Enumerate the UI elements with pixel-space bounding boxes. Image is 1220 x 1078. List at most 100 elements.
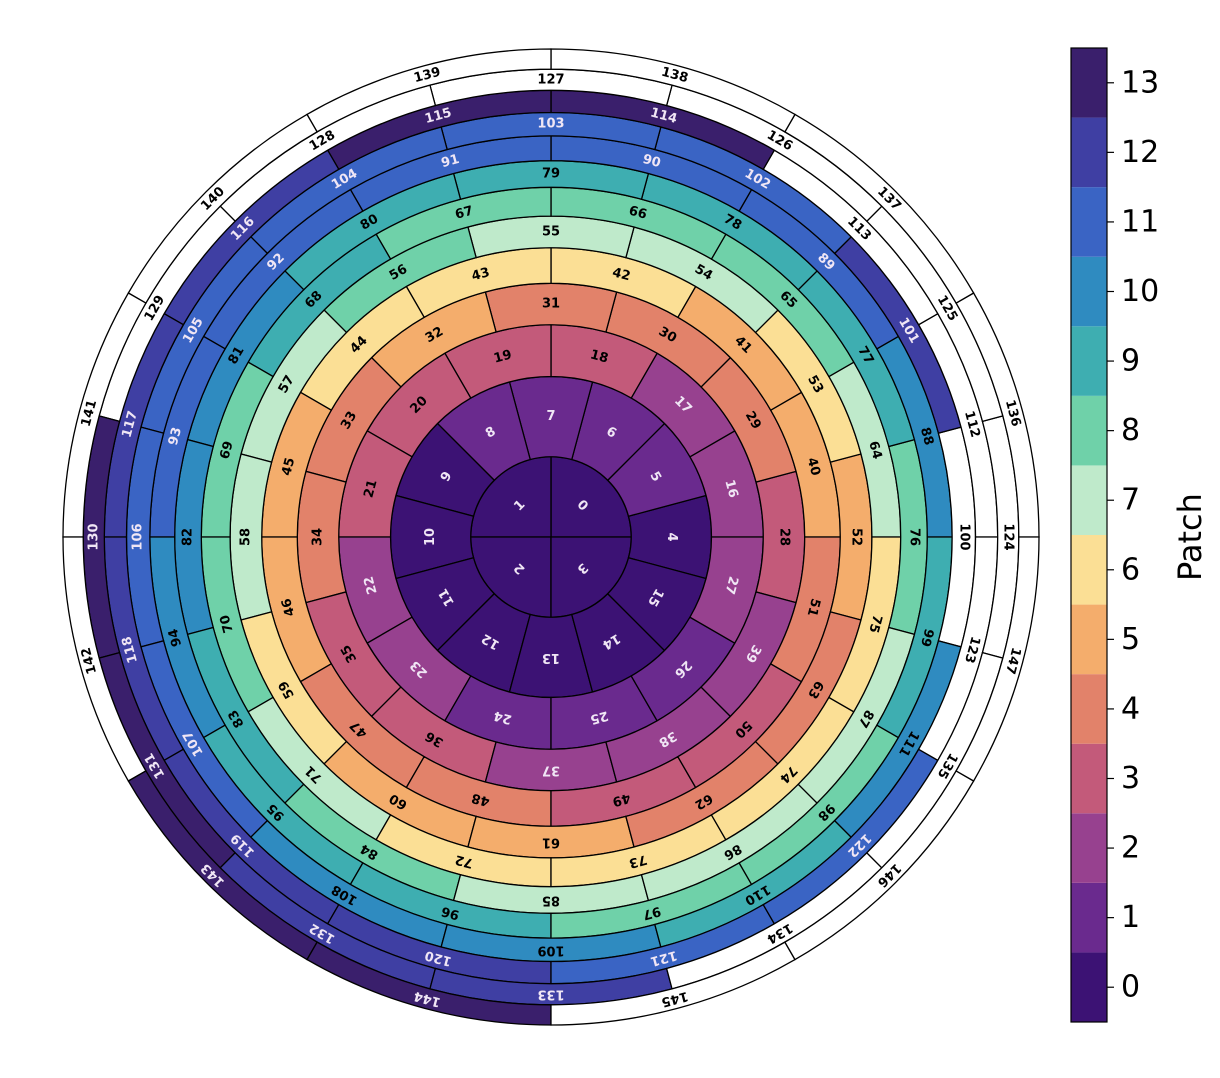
- cell-label: 55: [542, 224, 560, 239]
- colorbar-segment: [1071, 604, 1107, 675]
- colorbar-tick-label: 10: [1121, 274, 1159, 309]
- colorbar-segment: [1071, 117, 1107, 188]
- cell-label: 51: [804, 597, 823, 618]
- cell-label: 49: [611, 790, 632, 809]
- colorbar-segment: [1071, 674, 1107, 744]
- cell-label: 96: [440, 903, 461, 922]
- cell-label: 73: [627, 851, 648, 870]
- cell-label: 109: [537, 942, 564, 957]
- cell-label: 66: [627, 204, 648, 223]
- cell-label: 31: [542, 297, 560, 312]
- colorbar-segment: [1071, 465, 1107, 535]
- cell-label: 121: [649, 947, 679, 969]
- cell-label: 145: [660, 988, 690, 1010]
- cell-label: 76: [907, 528, 922, 546]
- cell-label: 133: [537, 987, 564, 1002]
- colorbar-tick-label: 6: [1121, 552, 1140, 587]
- cell-label: 46: [279, 597, 298, 618]
- colorbar-tick-label: 5: [1121, 622, 1140, 657]
- colorbar-tick-label: 9: [1121, 344, 1140, 379]
- cell-label: 124: [1001, 523, 1016, 550]
- colorbar-tick-label: 11: [1121, 204, 1159, 239]
- colorbar-segment: [1071, 952, 1107, 1022]
- cell-label: 69: [218, 440, 237, 461]
- cell-label: 141: [79, 398, 101, 428]
- cell-label: 118: [119, 635, 141, 665]
- cell-label: 117: [119, 409, 141, 439]
- cell-label: 100: [956, 523, 971, 550]
- cell-label: 27: [721, 575, 740, 596]
- cell-label: 114: [649, 105, 679, 127]
- cell-label: 58: [238, 528, 253, 546]
- cell-label: 90: [641, 152, 662, 171]
- cell-label: 25: [589, 707, 610, 726]
- colorbar-tick-label: 0: [1121, 970, 1140, 1005]
- cell-label: 10: [423, 528, 438, 546]
- colorbar-tick-label: 4: [1121, 691, 1140, 726]
- cell-label: 48: [470, 790, 491, 809]
- cell-label: 136: [1002, 398, 1024, 428]
- cell-label: 40: [804, 456, 823, 477]
- cell-label: 24: [492, 707, 513, 726]
- cell-label: 28: [777, 528, 792, 546]
- cell-label: 144: [412, 988, 442, 1010]
- cell-label: 130: [86, 523, 101, 550]
- cell-label: 22: [361, 575, 380, 596]
- colorbar-segment: [1071, 326, 1107, 396]
- cell-label: 70: [218, 613, 237, 634]
- colorbar-segment: [1071, 882, 1107, 953]
- cell-label: 42: [611, 265, 632, 284]
- cell-label: 64: [865, 440, 884, 461]
- cell-label: 94: [166, 627, 185, 648]
- colorbar-tick-label: 8: [1121, 413, 1140, 448]
- colorbar-segment: [1071, 743, 1107, 814]
- cell-label: 45: [279, 456, 298, 477]
- colorbar-segment: [1071, 813, 1107, 883]
- colorbar-label: Patch: [1171, 493, 1209, 581]
- cell-label: 147: [1002, 646, 1024, 676]
- cell-label: 106: [131, 523, 146, 550]
- cell-label: 79: [542, 167, 560, 182]
- colorbar-segment: [1071, 187, 1107, 257]
- colorbar-segment: [1071, 48, 1107, 118]
- cell-label: 91: [440, 152, 461, 171]
- cell-label: 97: [641, 903, 662, 922]
- colorbar-frame: [1070, 47, 1108, 1023]
- cell-label: 4: [664, 532, 679, 541]
- cell-label: 139: [412, 65, 442, 87]
- cell-label: 72: [454, 851, 475, 870]
- cell-label: 61: [542, 835, 560, 850]
- colorbar-tick-label: 1: [1121, 900, 1140, 935]
- cell-label: 13: [542, 650, 560, 665]
- cell-label: 75: [865, 613, 884, 634]
- cell-label: 115: [423, 105, 453, 127]
- cell-label: 82: [181, 528, 196, 546]
- colorbar-tick-label: 7: [1121, 483, 1140, 518]
- cell-label: 43: [470, 265, 491, 284]
- cell-label: 37: [542, 763, 560, 778]
- empty-cell: [955, 536, 1040, 782]
- colorbar-tick-label: 2: [1121, 831, 1140, 866]
- cell-label: 88: [917, 426, 936, 447]
- colorbar-tick-label: 13: [1121, 65, 1159, 100]
- cell-label: 18: [589, 347, 610, 366]
- polar-grid: 012 3456789101112131415161718192021222324…: [62, 48, 1040, 1026]
- cell-label: 127: [537, 72, 564, 87]
- cell-label: 34: [311, 528, 326, 546]
- colorbar-segment: [1071, 395, 1107, 466]
- cell-label: 142: [79, 646, 101, 676]
- cell-label: 21: [361, 478, 380, 499]
- cell-label: 85: [542, 893, 560, 908]
- colorbar-segment: [1071, 535, 1107, 605]
- cell-label: 52: [849, 528, 864, 546]
- cell-label: 123: [961, 635, 983, 665]
- cell-label: 138: [660, 65, 690, 87]
- cell-label: 7: [546, 409, 555, 424]
- cell-label: 16: [721, 478, 740, 499]
- cell-label: 67: [454, 204, 475, 223]
- colorbar-segment: [1071, 256, 1107, 327]
- cell-label: 19: [492, 347, 513, 366]
- colorbar-tick-label: 3: [1121, 761, 1140, 796]
